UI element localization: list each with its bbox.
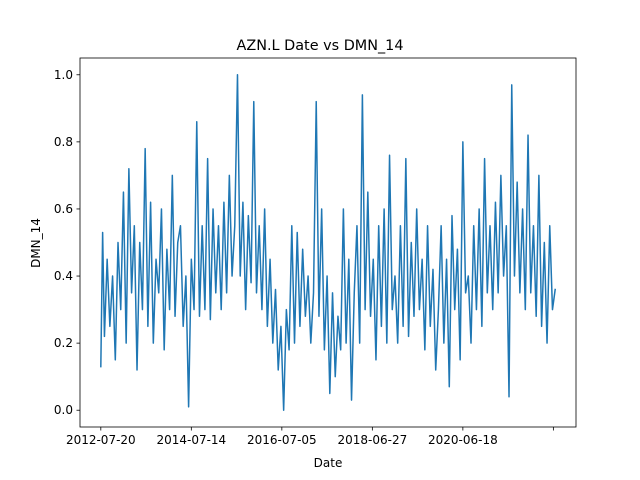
y-tick-label: 0.0 (54, 403, 73, 417)
series-line-dmn-14 (100, 74, 557, 411)
x-axis-label: Date (314, 456, 343, 470)
y-tick-label: 0.6 (54, 202, 73, 216)
x-tick-label: 2014-07-14 (156, 433, 226, 447)
chart-title: AZN.L Date vs DMN_14 (237, 38, 404, 54)
plot-area: 0.0 0.2 0.4 0.6 0.8 1.0 2012-07-20 2014-07-14 20… (54, 57, 577, 447)
x-tick-label: 2018-06-27 (337, 433, 407, 447)
x-tick-label: 2012-07-20 (66, 433, 136, 447)
x-tick-label: 2020-06-18 (428, 433, 498, 447)
y-axis-label: DMN_14 (29, 218, 43, 268)
y-tick-label: 1.0 (54, 68, 73, 82)
y-tick-label: 0.4 (54, 269, 73, 283)
y-tick-label: 0.8 (54, 135, 73, 149)
x-tick-label: 2016-07-05 (247, 433, 317, 447)
y-tick-label: 0.2 (54, 336, 73, 350)
axes-frame (79, 57, 577, 428)
